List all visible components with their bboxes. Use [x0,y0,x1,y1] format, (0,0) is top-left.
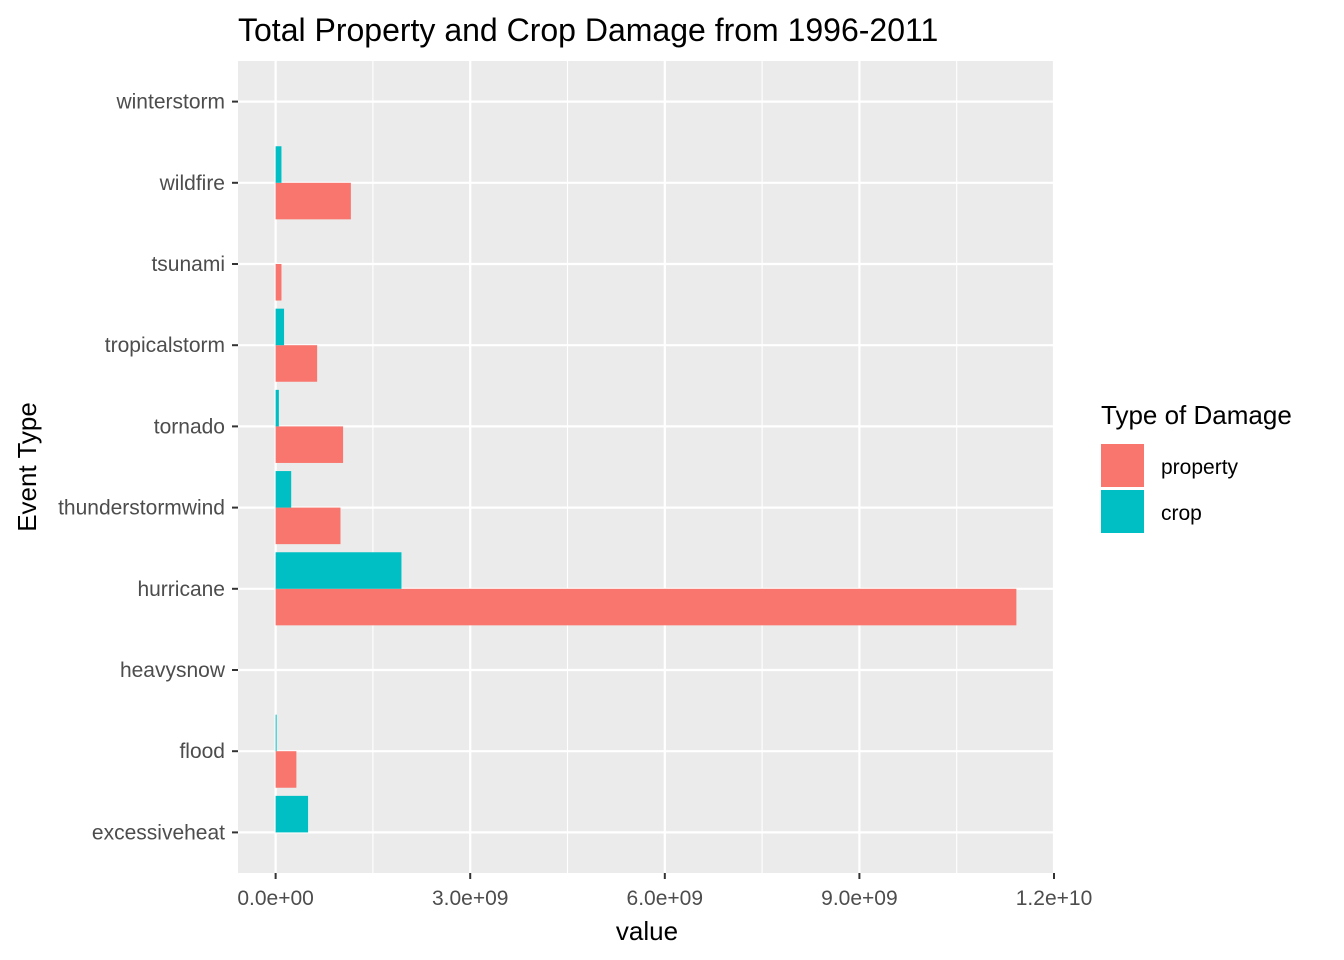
legend-label-crop: crop [1161,502,1202,525]
bar-crop-wildfire [275,146,282,183]
grid-lines [238,61,1056,873]
y-axis-title: Event Type [12,402,42,532]
bar-property-thunderstormwind [275,507,341,545]
x-tick-label: 3.0e+09 [432,887,509,910]
x-tick-label: 6.0e+09 [627,887,704,910]
bar-property-hurricane [275,588,1017,626]
bar-property-tornado [275,426,344,463]
y-tick-label: excessiveheat [92,821,225,844]
x-tick-label: 9.0e+09 [821,887,898,910]
y-tick-label: winterstorm [115,91,225,114]
bar-crop-flood [275,714,277,752]
bar-crop-hurricane [275,552,402,589]
bar-crop-thunderstormwind [275,471,292,508]
x-axis: 0.0e+00 3.0e+09 6.0e+09 9.0e+09 1.2e+10 [237,873,1092,910]
y-axis: excessiveheat flood heavysnow hurricane thun… [58,91,238,844]
bar-property-tsunami [275,264,282,301]
chart-title: Total Property and Crop Damage from 1996… [238,12,938,48]
x-tick-label: 0.0e+00 [237,887,314,910]
legend-title: Type of Damage [1101,400,1292,430]
y-tick-label: wildfire [159,172,225,195]
legend-swatch-crop [1101,490,1144,533]
bar-crop-tropicalstorm [275,308,285,346]
bar-crop-tornado [275,389,279,427]
bars [275,146,1017,833]
legend-label-property: property [1161,456,1239,479]
y-tick-label: heavysnow [120,659,226,682]
y-tick-label: thunderstormwind [58,497,225,520]
legend: Type of Damage property crop [1101,400,1292,533]
y-tick-label: flood [179,740,225,763]
y-tick-label: tropicalstorm [105,334,225,357]
y-tick-label: hurricane [137,578,225,601]
bar-property-tropicalstorm [275,345,318,382]
bar-property-flood [275,751,297,788]
y-tick-label: tsunami [151,253,225,276]
legend-swatch-property [1101,444,1144,487]
x-tick-label: 1.2e+10 [1016,887,1093,910]
bar-property-wildfire [275,182,351,220]
y-tick-label: tornado [154,415,225,438]
x-axis-title: value [616,916,678,946]
bar-crop-excessiveheat [275,795,309,833]
plot-panel [238,61,1054,873]
